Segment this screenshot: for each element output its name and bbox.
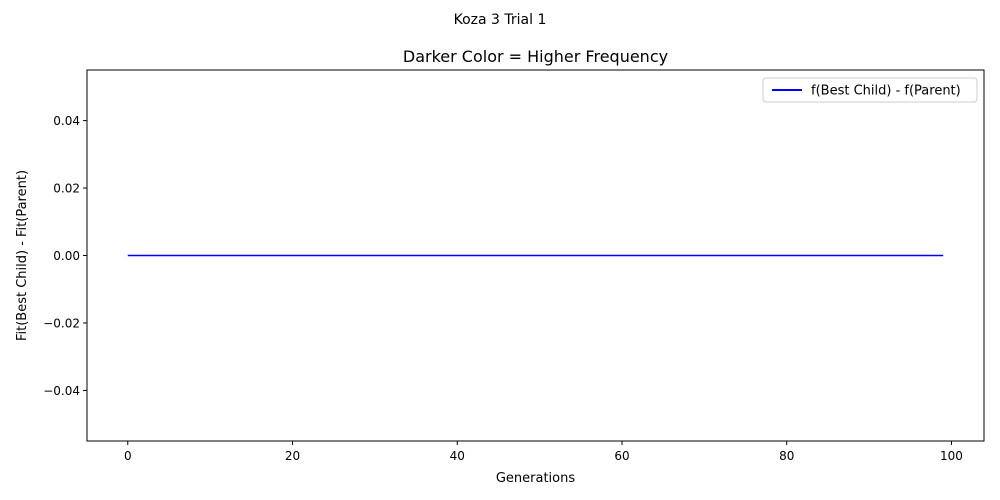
plot-area-border	[86, 69, 985, 442]
x-axis: 0 20 40 60 80 100	[124, 441, 963, 463]
y-tick-label: 0.02	[53, 182, 80, 196]
y-axis: −0.04 −0.02 0.00 0.02 0.04	[43, 114, 87, 398]
x-tick-label: 80	[779, 449, 794, 463]
x-tick-label: 20	[285, 449, 300, 463]
legend-box	[762, 77, 978, 103]
legend: f(Best Child) - f(Parent)	[762, 77, 978, 103]
y-tick-label: −0.04	[43, 384, 80, 398]
y-tick-label: 0.04	[53, 114, 80, 128]
y-axis-label: Fit(Best Child) - Fit(Parent)	[15, 170, 30, 341]
legend-label: f(Best Child) - f(Parent)	[811, 84, 961, 99]
chart-suptitle: Koza 3 Trial 1	[454, 12, 547, 28]
x-axis-label: Generations	[496, 471, 576, 486]
x-tick-label: 100	[940, 449, 963, 463]
x-tick-label: 40	[450, 449, 465, 463]
chart-title: Darker Color = Higher Frequency	[403, 47, 668, 66]
y-tick-label: −0.02	[43, 316, 80, 330]
y-tick-label: 0.00	[53, 249, 80, 263]
x-tick-label: 60	[614, 449, 629, 463]
x-tick-label: 0	[124, 449, 132, 463]
